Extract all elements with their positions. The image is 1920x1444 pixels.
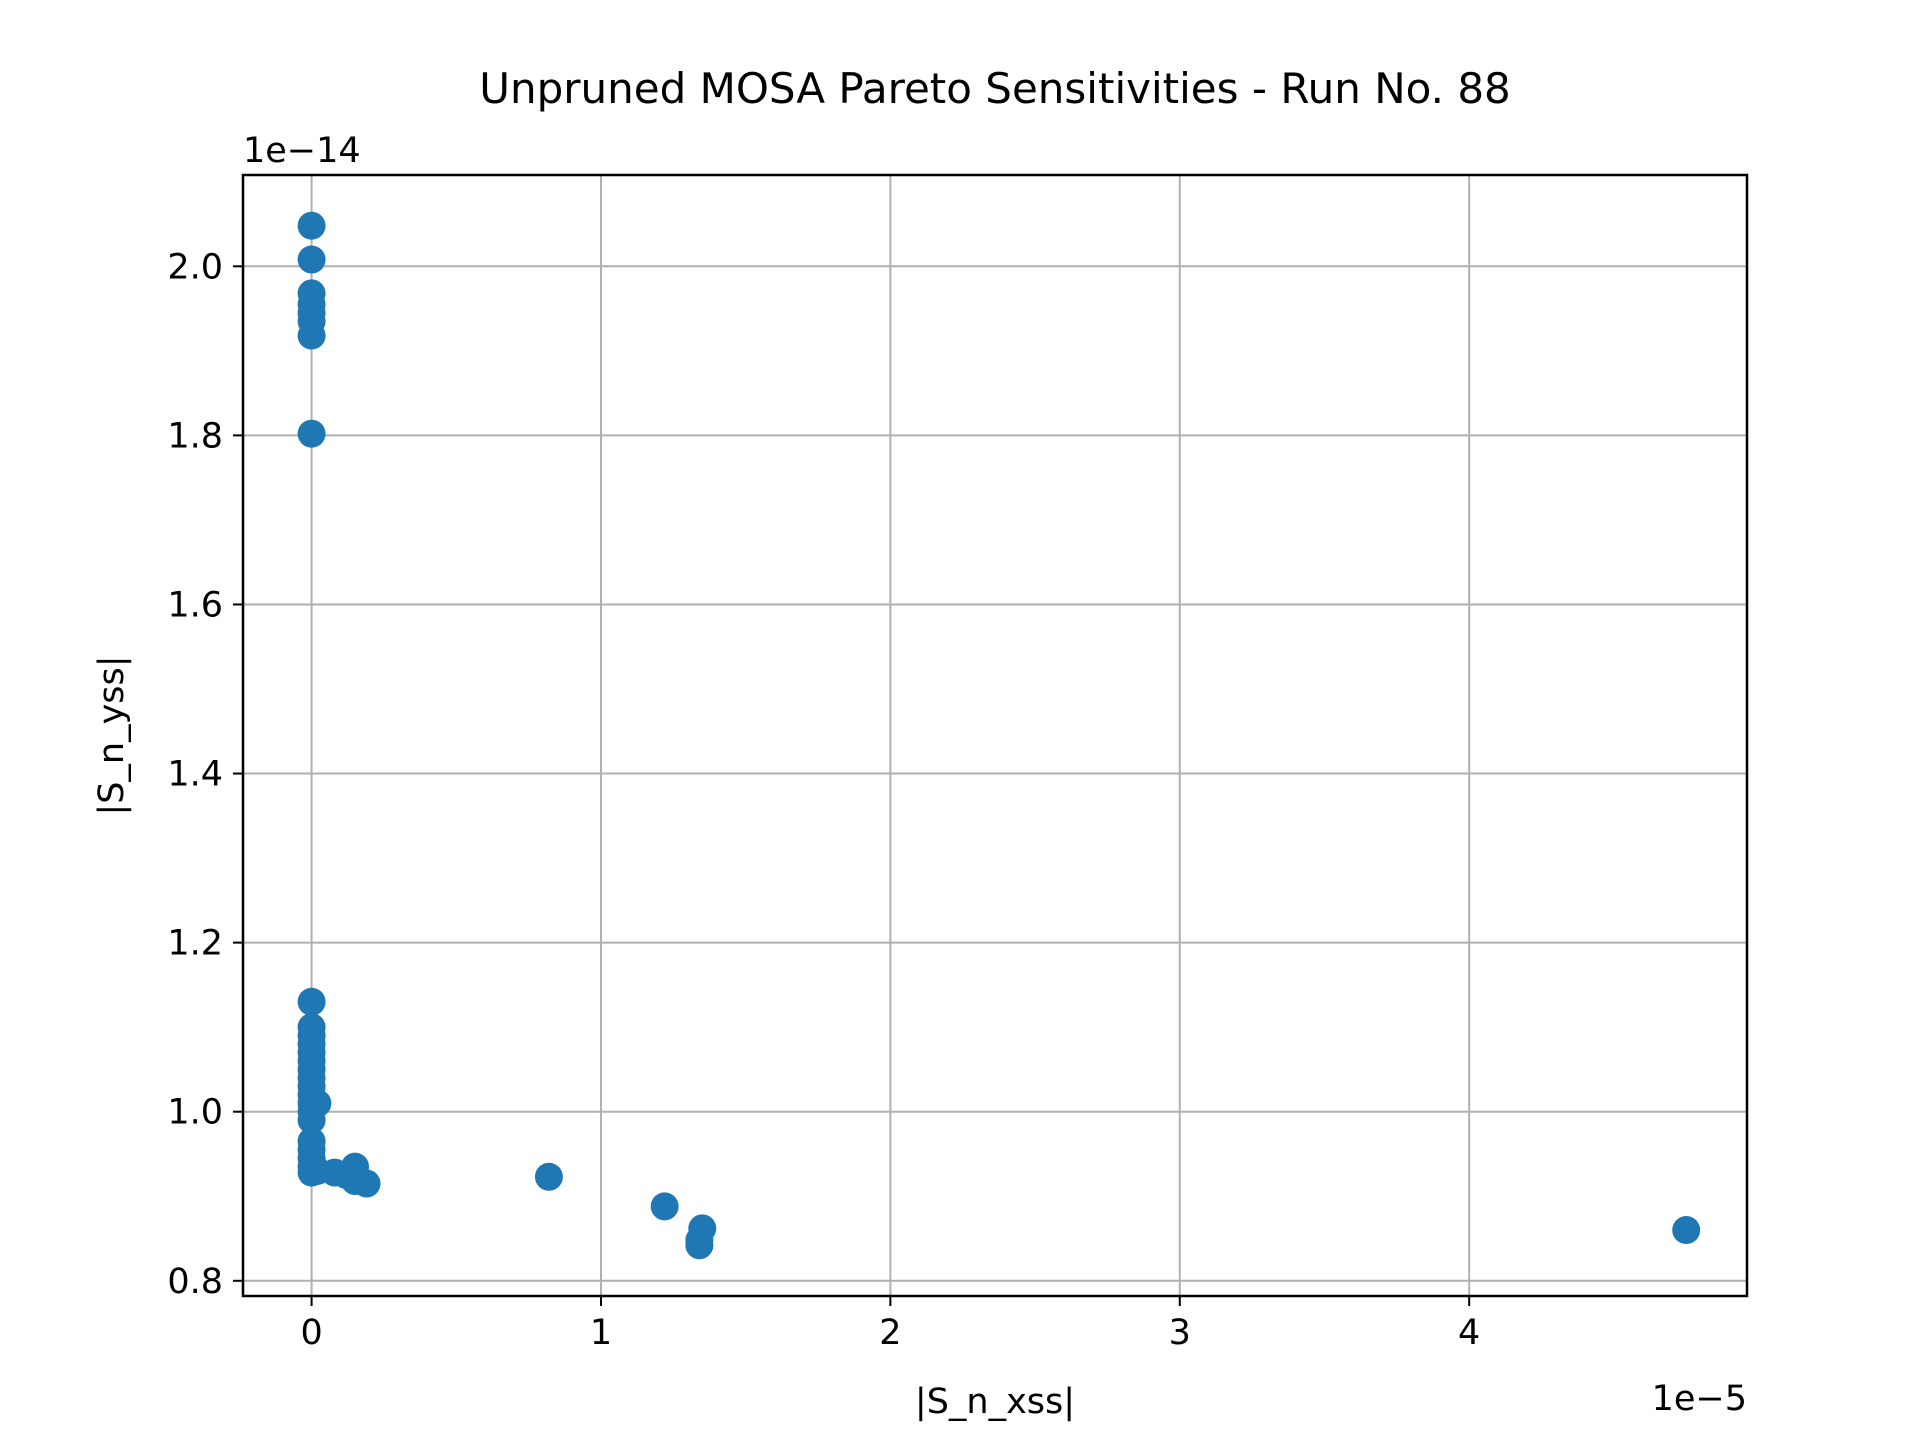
y-tick-label: 1.6	[167, 585, 223, 625]
x-tick-label: 3	[1169, 1313, 1191, 1353]
x-tick-label: 2	[879, 1313, 901, 1353]
y-axis-offset-label: 1e−14	[243, 131, 361, 171]
y-tick-label: 2.0	[167, 247, 223, 287]
axis-ticks: 0 1 2 3 4 0.8 1.0 1.2 1.4 1.6 1.8 2.0	[167, 247, 1480, 1353]
data-point	[685, 1231, 714, 1260]
data-point	[297, 987, 326, 1016]
data-point	[352, 1169, 381, 1198]
y-tick-label: 1.0	[167, 1093, 223, 1133]
y-axis-label: |S_n_yss|	[92, 655, 132, 815]
x-tick-label: 0	[300, 1313, 322, 1353]
data-point	[297, 321, 326, 350]
x-axis-offset-label: 1e−5	[1652, 1379, 1747, 1419]
data-point	[650, 1192, 679, 1221]
data-points	[297, 211, 1701, 1260]
x-tick-label: 1	[590, 1313, 612, 1353]
y-tick-label: 1.2	[167, 924, 223, 964]
chart-title: Unpruned MOSA Pareto Sensitivities - Run…	[479, 64, 1511, 113]
data-point	[297, 211, 326, 240]
plot-frame	[241, 173, 1749, 1298]
data-point	[1672, 1216, 1701, 1245]
data-point	[303, 1089, 332, 1118]
data-point	[534, 1162, 563, 1191]
y-tick-label: 1.8	[167, 416, 223, 456]
data-point	[297, 419, 326, 448]
y-tick-label: 1.4	[167, 755, 223, 795]
y-tick-label: 0.8	[167, 1262, 223, 1302]
x-tick-label: 4	[1458, 1313, 1480, 1353]
data-point	[297, 245, 326, 274]
grid	[243, 175, 1747, 1296]
x-axis-label: |S_n_xss|	[915, 1382, 1075, 1422]
